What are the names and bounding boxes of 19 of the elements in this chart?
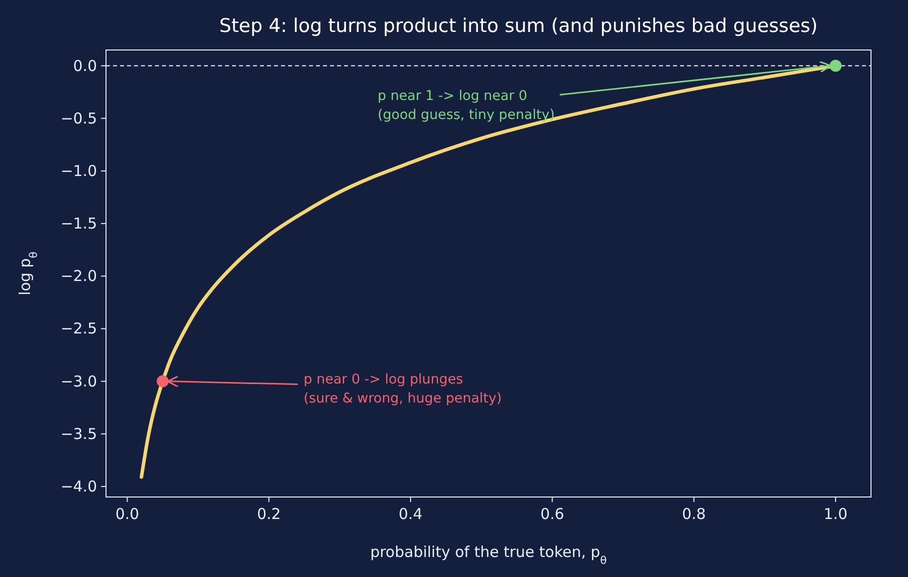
y-tick-label: −2.0 xyxy=(60,267,97,286)
annotation: p near 1 -> log near 0 (good guess, tiny penalty) xyxy=(378,88,555,123)
y-tick-label: −1.0 xyxy=(60,162,97,180)
x-tick-label: 0.0 xyxy=(115,505,140,523)
y-tick-label: −4.0 xyxy=(60,477,97,496)
y-tick-label: −3.5 xyxy=(60,424,97,443)
x-tick-label: 0.4 xyxy=(398,505,423,523)
x-tick-label: 0.2 xyxy=(256,505,281,523)
x-tick-label: 1.0 xyxy=(824,505,848,523)
y-tick-label: −1.5 xyxy=(60,214,97,233)
y-tick-label: −2.5 xyxy=(60,320,97,338)
x-tick-label: 0.8 xyxy=(682,505,706,523)
x-axis-title: probability of the true token, p$_{θ}$ xyxy=(370,543,608,566)
chart-title: Step 4: log turns product into sum (and punishes bad guesses) xyxy=(219,15,818,37)
y-tick-label: 0.0 xyxy=(73,56,97,75)
y-tick-label: −0.5 xyxy=(60,109,97,128)
x-tick-label: 0.6 xyxy=(540,505,564,523)
y-tick-label: −3.0 xyxy=(60,372,97,390)
annotation: p near 0 -> log plunges (sure & wrong, huge penalty) xyxy=(304,371,502,406)
